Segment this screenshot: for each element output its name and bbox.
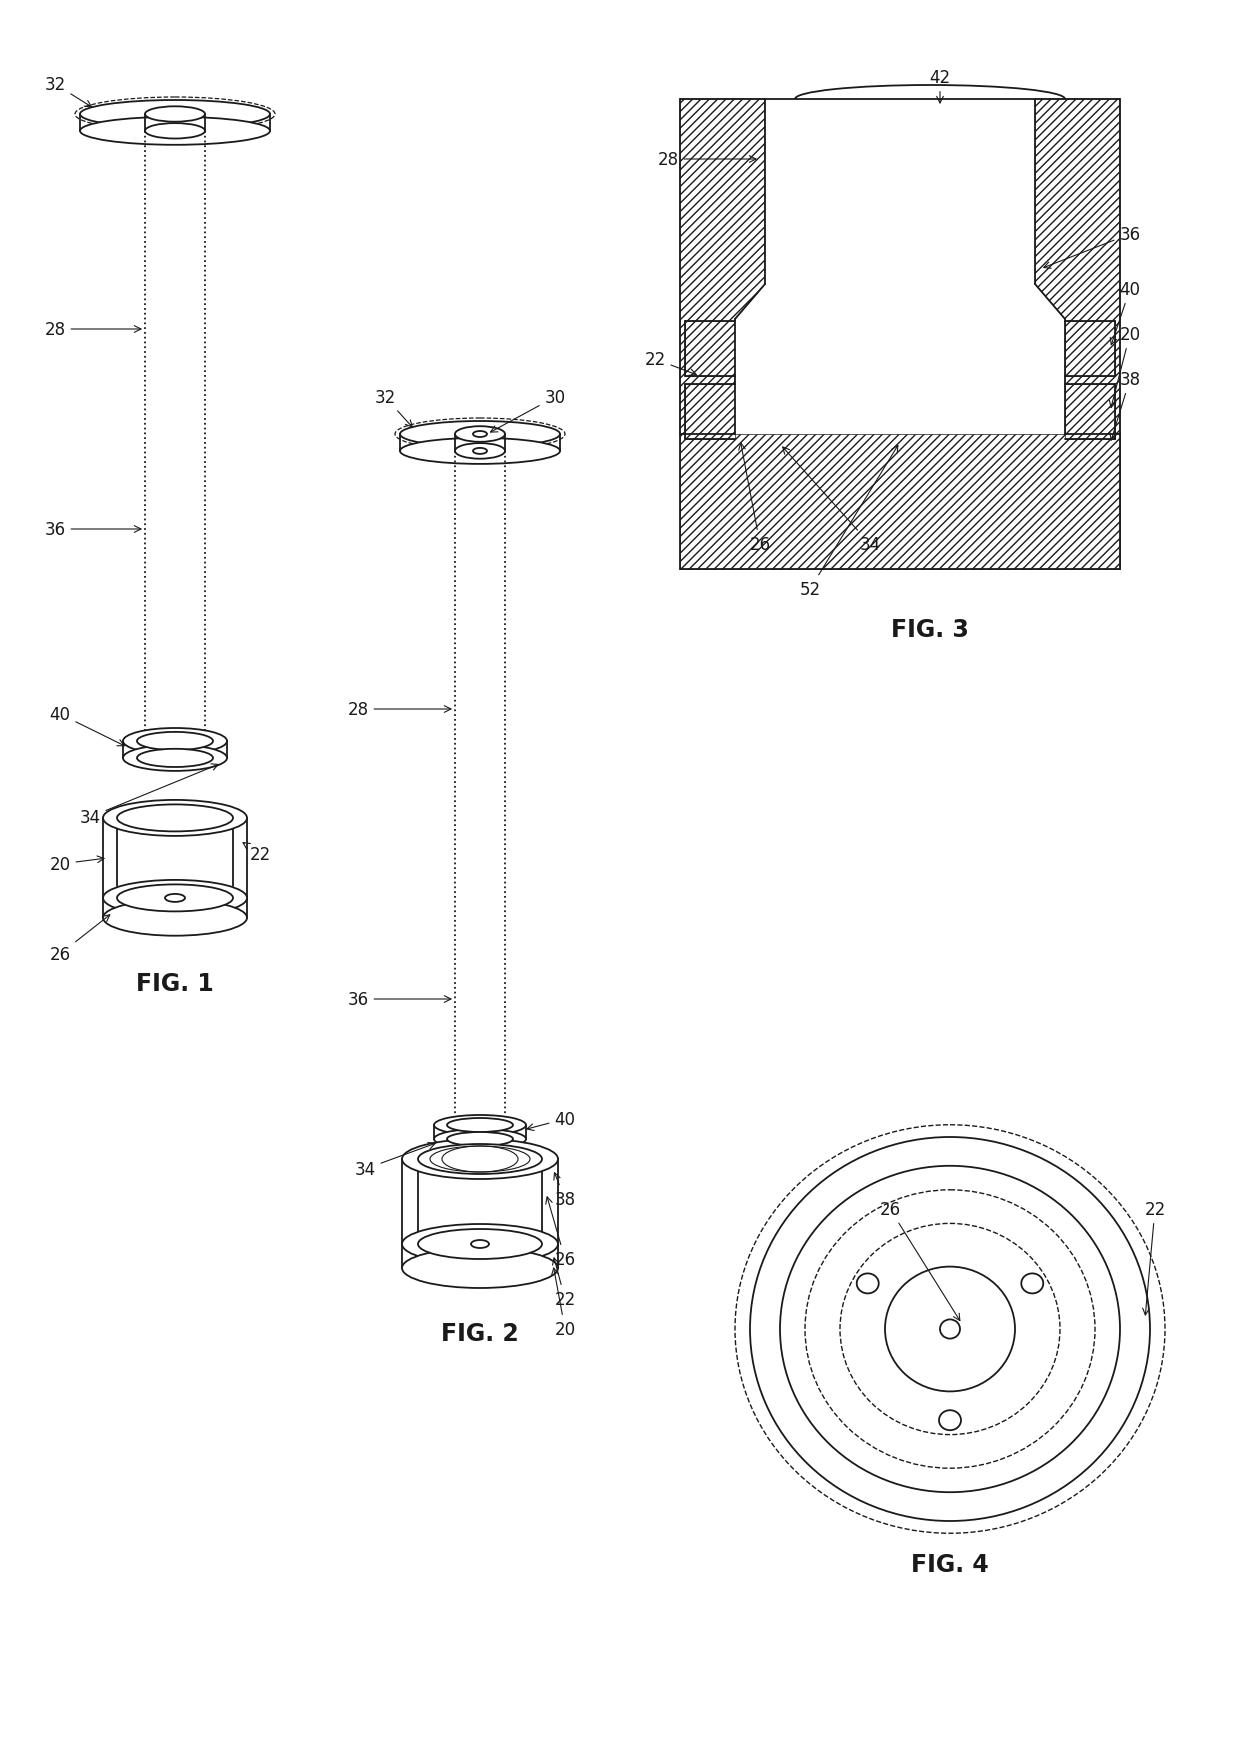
- Ellipse shape: [402, 1139, 558, 1179]
- Text: 32: 32: [45, 77, 92, 108]
- Text: 40: 40: [1110, 280, 1141, 346]
- Ellipse shape: [455, 443, 505, 459]
- Ellipse shape: [446, 1118, 513, 1132]
- Text: 42: 42: [930, 70, 951, 104]
- Polygon shape: [680, 99, 765, 435]
- Ellipse shape: [401, 438, 560, 464]
- Text: 20: 20: [50, 856, 104, 873]
- Text: 36: 36: [45, 520, 141, 539]
- Text: 26: 26: [739, 443, 770, 553]
- Text: FIG. 4: FIG. 4: [911, 1553, 988, 1576]
- Ellipse shape: [136, 732, 213, 751]
- Text: 30: 30: [491, 390, 565, 433]
- Ellipse shape: [117, 885, 233, 911]
- Ellipse shape: [472, 431, 487, 438]
- Ellipse shape: [103, 800, 247, 836]
- Text: 36: 36: [347, 991, 451, 1009]
- Text: 22: 22: [1142, 1200, 1166, 1315]
- Text: 20: 20: [1110, 325, 1141, 409]
- Text: 26: 26: [50, 915, 110, 963]
- Polygon shape: [684, 384, 735, 440]
- Ellipse shape: [103, 901, 247, 936]
- Ellipse shape: [446, 1132, 513, 1146]
- Text: FIG. 1: FIG. 1: [136, 970, 213, 995]
- Ellipse shape: [103, 880, 247, 916]
- Ellipse shape: [81, 118, 270, 146]
- Ellipse shape: [939, 1410, 961, 1431]
- Text: 38: 38: [1110, 370, 1141, 442]
- Polygon shape: [1035, 99, 1120, 435]
- Text: 28: 28: [45, 320, 141, 339]
- Text: 40: 40: [527, 1111, 575, 1130]
- Ellipse shape: [434, 1115, 526, 1136]
- Ellipse shape: [81, 101, 270, 129]
- Ellipse shape: [145, 123, 205, 139]
- Ellipse shape: [136, 750, 213, 767]
- Text: 28: 28: [347, 701, 451, 718]
- Polygon shape: [680, 435, 1120, 570]
- Bar: [765, 99, 1035, 285]
- Text: 52: 52: [800, 447, 898, 598]
- Text: 26: 26: [879, 1200, 960, 1322]
- Ellipse shape: [165, 894, 185, 903]
- Ellipse shape: [401, 423, 560, 447]
- Text: 40: 40: [50, 706, 124, 746]
- Text: 22: 22: [553, 1257, 575, 1308]
- Ellipse shape: [123, 746, 227, 772]
- Ellipse shape: [418, 1144, 542, 1174]
- Text: 36: 36: [1044, 226, 1141, 270]
- Ellipse shape: [750, 1137, 1149, 1522]
- Text: 34: 34: [782, 447, 880, 553]
- Text: 20: 20: [552, 1268, 575, 1339]
- Ellipse shape: [434, 1129, 526, 1149]
- Text: 38: 38: [554, 1174, 575, 1209]
- Ellipse shape: [418, 1229, 542, 1259]
- Ellipse shape: [857, 1273, 879, 1294]
- Text: 28: 28: [657, 151, 756, 169]
- Text: 32: 32: [374, 390, 412, 428]
- Text: 34: 34: [355, 1143, 435, 1179]
- Ellipse shape: [940, 1320, 960, 1339]
- Ellipse shape: [402, 1249, 558, 1289]
- Text: FIG. 2: FIG. 2: [441, 1322, 518, 1346]
- Polygon shape: [684, 322, 735, 377]
- Ellipse shape: [117, 805, 233, 831]
- Ellipse shape: [455, 428, 505, 442]
- Ellipse shape: [1022, 1273, 1043, 1294]
- Polygon shape: [1065, 322, 1115, 377]
- Text: 22: 22: [243, 843, 270, 864]
- Ellipse shape: [472, 449, 487, 454]
- Bar: [735, 320, 1065, 435]
- Text: 22: 22: [645, 351, 696, 376]
- Ellipse shape: [471, 1240, 489, 1249]
- Text: 26: 26: [546, 1196, 575, 1268]
- Ellipse shape: [145, 108, 205, 123]
- Ellipse shape: [402, 1224, 558, 1264]
- Text: FIG. 3: FIG. 3: [892, 617, 968, 642]
- Polygon shape: [1065, 384, 1115, 440]
- Text: 34: 34: [79, 765, 218, 826]
- Ellipse shape: [123, 729, 227, 755]
